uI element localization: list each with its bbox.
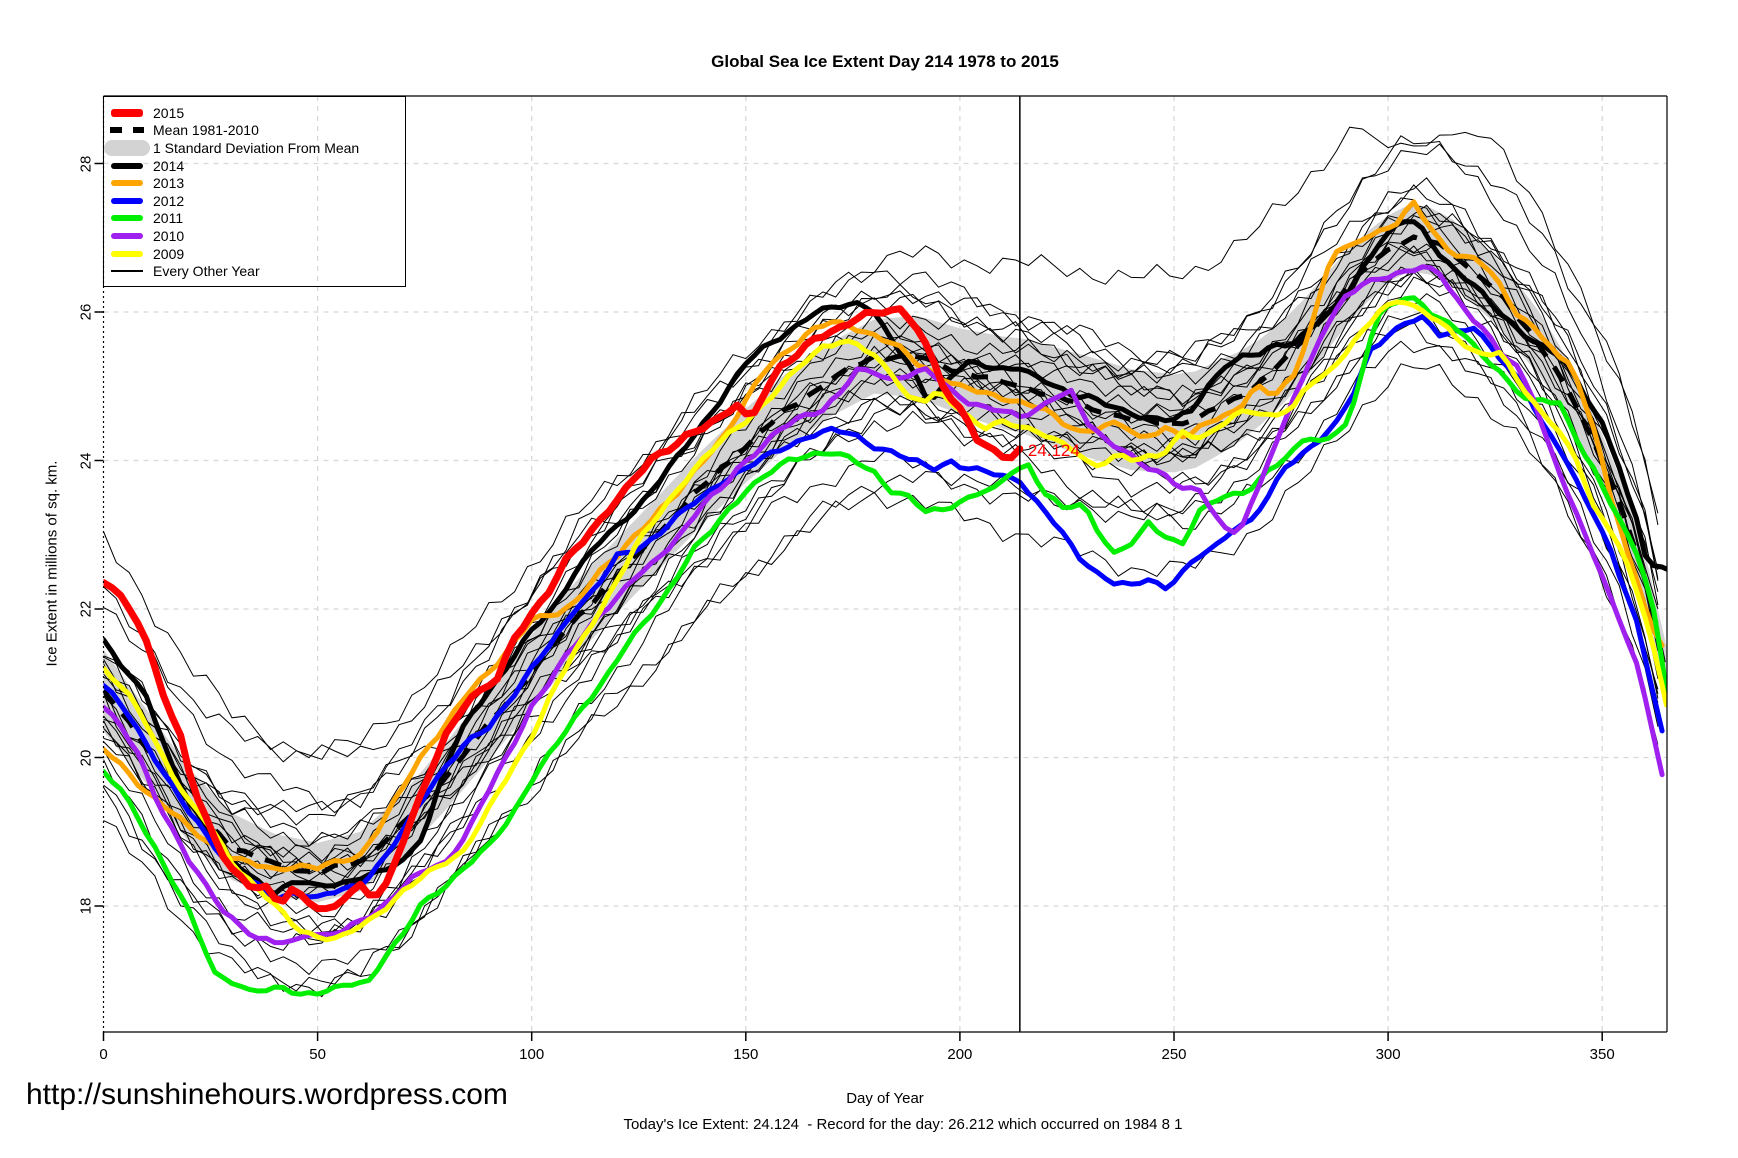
every-other-year-line	[103, 184, 1659, 826]
x-tick-label: 50	[309, 1046, 326, 1063]
x-tick-label: 100	[519, 1046, 545, 1063]
legend-row: Mean 1981-2010	[104, 122, 405, 140]
legend-swatch-shape	[104, 139, 150, 156]
legend-label: 2011	[153, 210, 184, 227]
series-2010	[103, 264, 1665, 946]
series-2013	[103, 199, 1665, 873]
legend-label: 2009	[153, 245, 185, 262]
legend-swatch-shape	[111, 162, 143, 169]
x-tick-label: 0	[99, 1046, 108, 1063]
legend-label: Mean 1981-2010	[153, 122, 259, 139]
legend-row: 2009	[104, 245, 405, 263]
legend-label: 2015	[153, 104, 185, 121]
legend-swatch-shape	[111, 108, 143, 117]
legend-swatch-shape	[111, 270, 143, 272]
y-tick-label: 26	[77, 303, 95, 321]
y-tick-label: 28	[77, 155, 95, 172]
legend-label: 2014	[153, 157, 185, 174]
every-other-year-line	[103, 363, 1659, 998]
x-tick-label: 350	[1589, 1046, 1615, 1063]
legend-label: 2012	[153, 192, 185, 209]
x-tick-label: 300	[1375, 1046, 1401, 1063]
legend-swatch-thin-icon	[104, 270, 150, 272]
series-2014	[103, 219, 1667, 897]
legend-swatch-band-icon	[104, 139, 150, 156]
legend-swatch-shape	[111, 215, 143, 222]
legend-swatch-thick-icon	[104, 180, 150, 187]
legend-box: 2015 Mean 1981-2010 1 Standard Deviation F…	[103, 96, 406, 287]
legend-label: 1 Standard Deviation From Mean	[153, 139, 360, 156]
std-deviation-band	[103, 204, 1667, 903]
legend-swatch-shape	[111, 250, 143, 257]
mean-line	[103, 234, 1667, 876]
legend-row: 2014	[104, 157, 405, 175]
legend-row: 2011	[104, 210, 405, 228]
legend-swatch-thick7-icon	[104, 108, 150, 117]
today-value-annotation: 24.124	[1027, 441, 1080, 461]
source-url: http://sunshinehours.wordpress.com	[26, 1078, 508, 1111]
legend-row: 2015	[104, 104, 405, 122]
series-2009	[103, 299, 1667, 943]
y-tick-label: 24	[77, 452, 95, 469]
every-other-year-line	[103, 126, 1659, 759]
every-other-year-line	[103, 143, 1659, 811]
every-other-year-line	[103, 321, 1659, 992]
y-tick-label: 18	[77, 897, 95, 915]
x-tick-label: 150	[733, 1046, 759, 1063]
legend-label: 2010	[153, 227, 185, 244]
legend-swatch-shape	[111, 232, 143, 239]
chart-title: Global Sea Ice Extent Day 214 1978 to 20…	[711, 52, 1059, 71]
legend-row: 2013	[104, 174, 405, 192]
series-2011	[103, 295, 1667, 997]
legend-swatch-thick-icon	[104, 162, 150, 169]
legend-swatch-shape	[111, 197, 143, 204]
legend-swatch-shape	[110, 127, 144, 134]
legend-row: 1 Standard Deviation From Mean	[104, 139, 405, 157]
legend-swatch-thick-icon	[104, 215, 150, 222]
y-axis-label: Ice Extent in millions of sq. km.	[43, 460, 61, 667]
legend-swatch-thick-icon	[104, 232, 150, 239]
footer-caption: Today's Ice Extent: 24.124 - Record for …	[623, 1116, 1183, 1133]
legend-label: Every Other Year	[153, 263, 260, 280]
x-axis-label: Day of Year	[846, 1090, 924, 1107]
every-other-year-line	[103, 309, 1659, 976]
legend-label: 2013	[153, 175, 185, 192]
legend-row: Every Other Year	[104, 262, 405, 280]
legend-swatch-dashed-icon	[104, 127, 150, 134]
legend-swatch-shape	[111, 180, 143, 187]
every-other-year-line	[103, 212, 1659, 816]
x-tick-label: 250	[1161, 1046, 1187, 1063]
legend-swatch-thick-icon	[104, 250, 150, 257]
y-tick-label: 22	[77, 600, 95, 618]
every-other-year-line	[103, 177, 1659, 847]
every-other-year-line	[103, 266, 1659, 885]
legend-row: 2012	[104, 192, 405, 210]
legend-row: 2010	[104, 227, 405, 245]
series-2015	[103, 305, 1024, 913]
x-tick-label: 200	[947, 1046, 973, 1063]
y-tick-label: 20	[77, 749, 95, 766]
legend-swatch-thick-icon	[104, 197, 150, 204]
every-other-year-line	[103, 135, 1659, 763]
every-other-year-line	[103, 204, 1659, 847]
